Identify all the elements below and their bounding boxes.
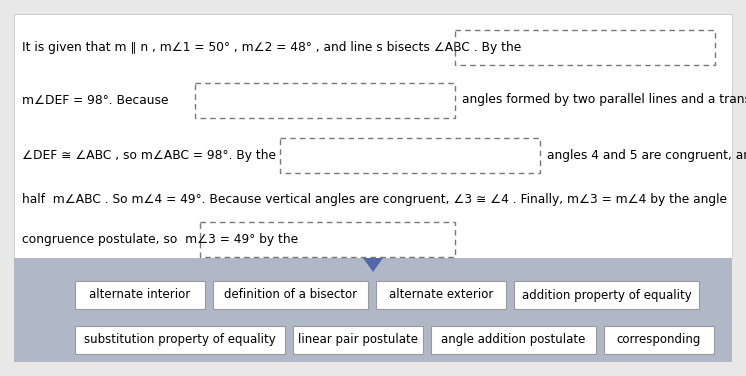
FancyBboxPatch shape xyxy=(75,281,205,309)
Text: congruence postulate, so  m∠3 = 49° by the: congruence postulate, so m∠3 = 49° by th… xyxy=(22,233,298,247)
FancyBboxPatch shape xyxy=(514,281,699,309)
FancyBboxPatch shape xyxy=(604,326,714,354)
FancyBboxPatch shape xyxy=(14,258,732,362)
Text: linear pair postulate: linear pair postulate xyxy=(298,334,418,347)
Text: alternate exterior: alternate exterior xyxy=(389,288,493,302)
Text: corresponding: corresponding xyxy=(617,334,701,347)
Text: angles formed by two parallel lines and a transversal are congruent,: angles formed by two parallel lines and … xyxy=(462,94,746,106)
Text: substitution property of equality: substitution property of equality xyxy=(84,334,276,347)
Text: definition of a bisector: definition of a bisector xyxy=(224,288,357,302)
Text: half  m∠ABC . So m∠4 = 49°. Because vertical angles are congruent, ∠3 ≅ ∠4 . Fin: half m∠ABC . So m∠4 = 49°. Because verti… xyxy=(22,194,727,206)
Text: angle addition postulate: angle addition postulate xyxy=(442,334,586,347)
FancyBboxPatch shape xyxy=(75,326,285,354)
Text: alternate interior: alternate interior xyxy=(90,288,191,302)
Polygon shape xyxy=(363,258,383,272)
FancyBboxPatch shape xyxy=(293,326,423,354)
FancyBboxPatch shape xyxy=(431,326,596,354)
FancyBboxPatch shape xyxy=(213,281,368,309)
FancyBboxPatch shape xyxy=(376,281,506,309)
Text: addition property of equality: addition property of equality xyxy=(521,288,692,302)
Text: ∠DEF ≅ ∠ABC , so m∠ABC = 98°. By the: ∠DEF ≅ ∠ABC , so m∠ABC = 98°. By the xyxy=(22,149,276,162)
Text: It is given that m ∥ n , m∠1 = 50° , m∠2 = 48° , and line s bisects ∠ABC . By th: It is given that m ∥ n , m∠1 = 50° , m∠2… xyxy=(22,41,521,53)
Text: angles 4 and 5 are congruent, and m∠4 is: angles 4 and 5 are congruent, and m∠4 is xyxy=(547,149,746,162)
Text: m∠DEF = 98°. Because: m∠DEF = 98°. Because xyxy=(22,94,169,106)
FancyBboxPatch shape xyxy=(14,14,732,258)
